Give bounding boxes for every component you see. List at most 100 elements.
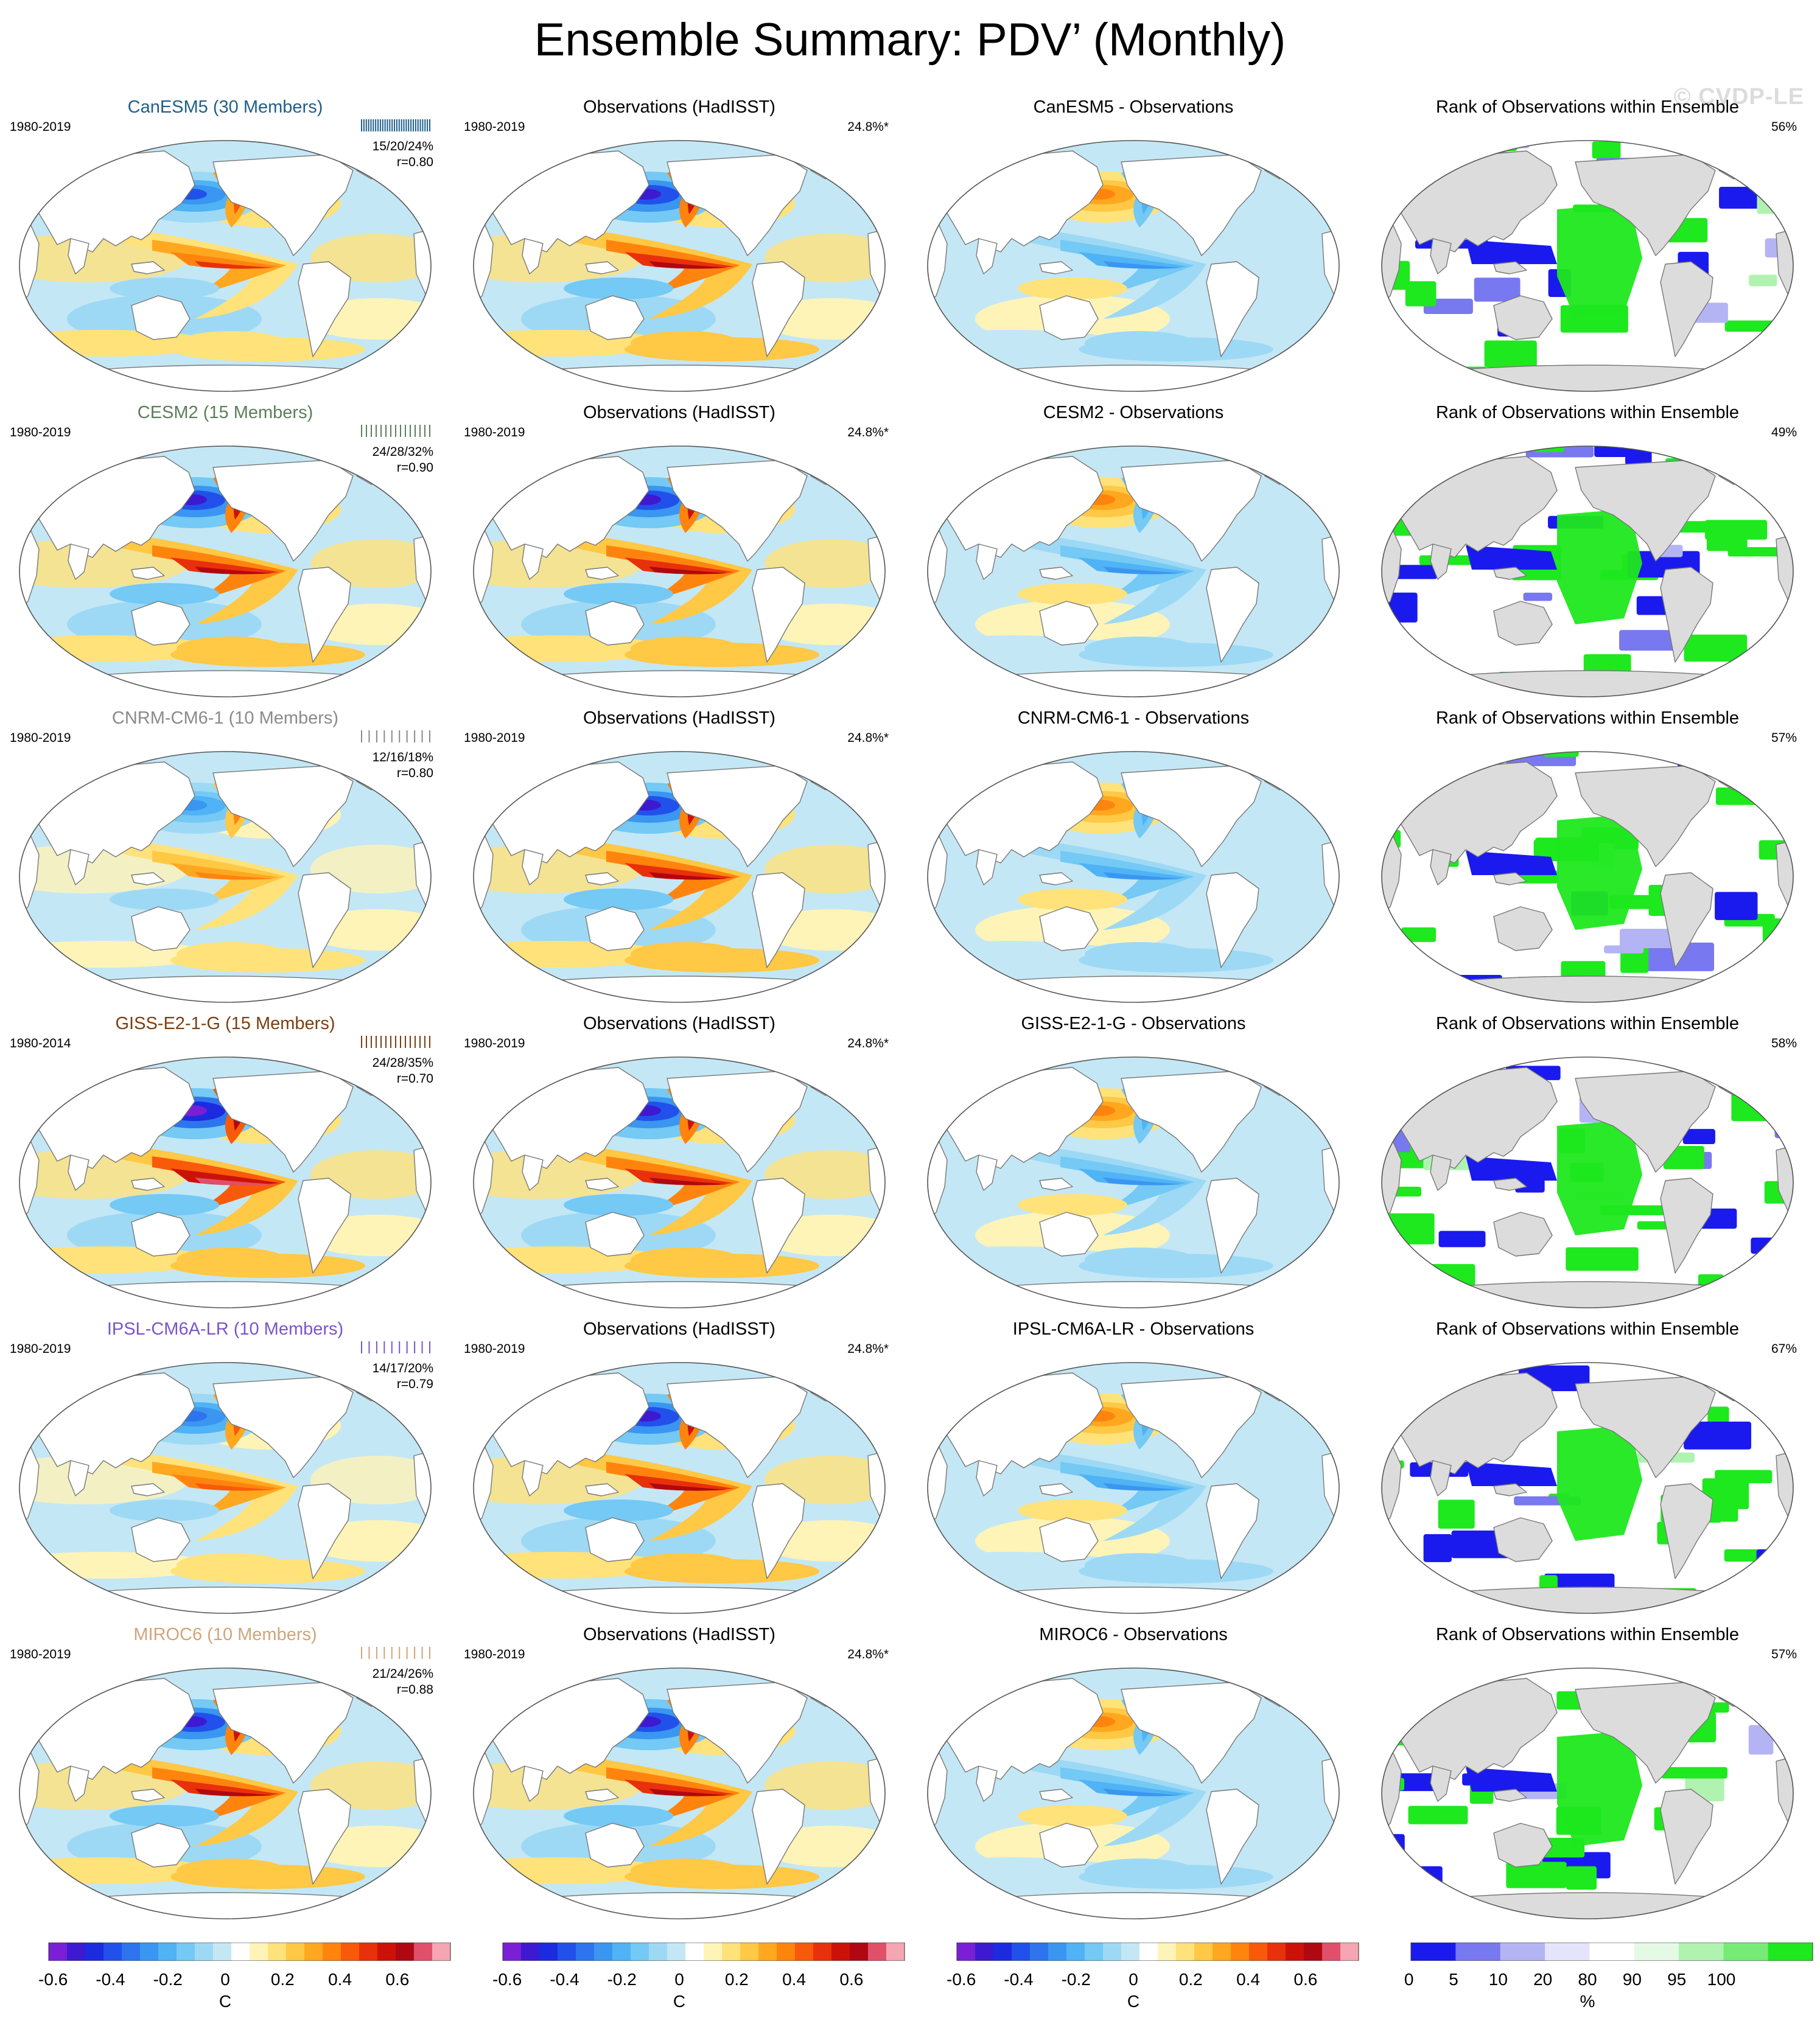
panel-title: GISS-E2-1-G (15 Members) [115, 1014, 335, 1033]
africa-east [1776, 532, 1793, 619]
period-label: 1980-2019 [464, 1036, 525, 1050]
maritime-continent [585, 1483, 619, 1496]
australia [1493, 1823, 1553, 1868]
indian-subcontinent [976, 1765, 998, 1802]
africa-east [413, 838, 431, 924]
north-america [212, 1376, 354, 1478]
model-map [19, 140, 432, 392]
maritime-continent [1493, 567, 1527, 580]
map-field [19, 1363, 431, 1613]
colorbar-tick-label: 0 [1404, 1970, 1414, 1989]
rank-panel: Rank of Observations within Ensemble 49% [1362, 402, 1813, 706]
colorbar-swatch [521, 1943, 540, 1961]
period-label: 1980-2019 [464, 425, 525, 439]
map-outline [927, 751, 1340, 1003]
member-ticks [361, 1647, 430, 1659]
map-field [1382, 446, 1793, 697]
map-field [19, 752, 431, 1002]
africa-east [867, 1143, 885, 1230]
colorbar-swatch [886, 1943, 905, 1961]
map-outline [927, 140, 1340, 392]
indian-subcontinent [522, 1460, 544, 1496]
observations-panel: Observations (HadISST) 1980-2019 24.8%* [454, 1624, 905, 1928]
observations-map [473, 751, 886, 1003]
colorbar-swatch [1286, 1943, 1304, 1961]
period-label: 1980-2019 [10, 120, 71, 134]
rank-map [1381, 1362, 1794, 1614]
colorbar-tick-label: 20 [1533, 1970, 1553, 1989]
indian-subcontinent [976, 238, 998, 274]
model-map [19, 1362, 432, 1614]
colorbar-swatch [777, 1943, 796, 1961]
colorbar-swatch [323, 1943, 341, 1961]
map-field [1382, 1057, 1793, 1308]
indian-subcontinent [1430, 1154, 1452, 1191]
south-america [1206, 872, 1259, 968]
colorbar-swatch [286, 1943, 305, 1961]
maritime-continent [1039, 261, 1073, 274]
indian-subcontinent [1430, 849, 1452, 885]
colorbar-swatch [432, 1943, 451, 1961]
south-america [298, 872, 351, 968]
colorbar-tick-label: -0.4 [1004, 1970, 1034, 1989]
map-field [474, 752, 885, 1002]
africa-east [1321, 1143, 1339, 1230]
colorbar-swatch [231, 1943, 250, 1961]
maritime-continent [1493, 1483, 1527, 1496]
colorbar-swatch [558, 1943, 576, 1961]
model-stats: 24/28/35% r=0.70 [373, 1055, 433, 1087]
member-ticks [361, 1341, 430, 1353]
colorbar-swatch [377, 1943, 396, 1961]
north-america [667, 1070, 808, 1173]
map-field [1382, 752, 1793, 1002]
australia [131, 295, 191, 340]
colorbar-tick-label: 0.4 [1236, 1970, 1261, 1989]
australia [131, 601, 191, 646]
period-label: 1980-2014 [10, 1036, 71, 1050]
map-field [19, 141, 431, 391]
rank-panel: Rank of Observations within Ensemble 57% [1362, 707, 1813, 1011]
colorbar-tick-label: 0.4 [782, 1970, 807, 1989]
north-america [1575, 1681, 1716, 1784]
colorbar-swatch [359, 1943, 378, 1961]
africa-east [413, 1754, 431, 1841]
australia [1493, 1212, 1553, 1257]
colorbar-swatch [957, 1943, 976, 1961]
maritime-continent [131, 1789, 165, 1802]
south-america [298, 261, 351, 357]
period-label: 1980-2019 [464, 1342, 525, 1356]
model-stats: 15/20/24% r=0.80 [373, 139, 433, 170]
colorbar-swatch [831, 1943, 850, 1961]
australia [585, 1517, 645, 1562]
model-stats: 12/16/18% r=0.80 [373, 750, 433, 781]
rank-map [1381, 751, 1794, 1003]
colorbar-swatch [594, 1943, 613, 1961]
colorbar-tick-label: 0.6 [385, 1970, 410, 1989]
australia [1039, 601, 1099, 646]
indian-subcontinent [522, 1765, 544, 1802]
panel-title: CESM2 - Observations [1043, 403, 1224, 422]
maritime-continent [585, 567, 619, 580]
colorbar-swatch [722, 1943, 741, 1961]
model-variance-stats: 21/24/26% [372, 1667, 433, 1681]
colorbar-swatch [1066, 1943, 1085, 1961]
colorbar-swatch [1085, 1943, 1104, 1961]
panel-title: MIROC6 (10 Members) [133, 1625, 317, 1644]
temperature-colorbar: -0.6 -0.4 -0.2 0 0.2 0.4 0.6 C [466, 1943, 905, 2018]
temperature-colorbar: -0.6 -0.4 -0.2 0 0.2 0.4 0.6 C [12, 1943, 451, 2018]
australia [585, 1823, 645, 1868]
map-outline [473, 1667, 886, 1919]
north-america [1121, 1681, 1262, 1784]
difference-map [927, 751, 1340, 1003]
indian-subcontinent [68, 1765, 89, 1802]
colorbar-unit: C [673, 1992, 686, 2011]
panel-title: Observations (HadISST) [583, 1014, 775, 1033]
colorbar-swatch [67, 1943, 86, 1961]
africa-east [1321, 838, 1339, 924]
panel-title: Rank of Observations within Ensemble [1435, 403, 1740, 422]
colorbar-tick-label: -0.6 [947, 1970, 976, 1989]
colorbar-tick-label: 80 [1578, 1970, 1597, 1989]
observations-panel: Observations (HadISST) 1980-2019 24.8%* [454, 707, 905, 1011]
north-america [1575, 1376, 1716, 1478]
observations-map [473, 1056, 886, 1308]
